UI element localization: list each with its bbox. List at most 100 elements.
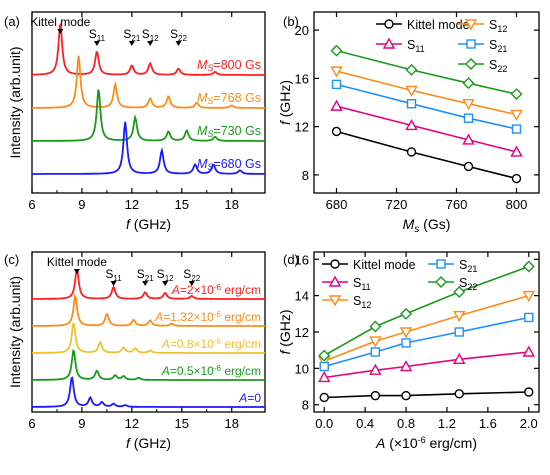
spectrum-trace: [32, 89, 265, 142]
data-point: [511, 173, 522, 184]
data-point: [330, 44, 343, 57]
x-tick-label: 18: [224, 416, 238, 431]
data-point: [370, 347, 381, 357]
data-point: [405, 118, 418, 131]
data-point: [522, 290, 535, 303]
y-tick-label: 8: [302, 398, 309, 413]
peak-label: S22: [183, 267, 200, 283]
peak-marker: [147, 41, 154, 46]
peak-label: S11: [89, 27, 106, 43]
data-point: [522, 345, 535, 357]
series-label: MS=800 Gs: [197, 58, 261, 73]
data-point: [406, 99, 417, 109]
legend-label: S11: [407, 38, 425, 54]
spectrum-trace: [32, 322, 265, 354]
data-point: [319, 361, 329, 372]
data-point: [330, 99, 343, 111]
data-point: [464, 19, 478, 31]
peak-label: S11: [105, 267, 122, 283]
data-point: [454, 389, 464, 399]
peak-marker: [57, 29, 64, 34]
peak-label: S12: [157, 267, 174, 283]
spectrum-trace: [32, 293, 265, 327]
x-tick-label: 15: [175, 416, 189, 431]
data-point: [462, 77, 475, 90]
spectrum-trace: [32, 349, 265, 381]
data-point: [463, 161, 474, 172]
data-point: [524, 387, 534, 397]
series-line: [336, 49, 517, 95]
data-point: [462, 99, 475, 111]
series-label: A=0.5×10-6 erg/cm: [161, 364, 261, 378]
x-tick-label: 9: [78, 416, 85, 431]
x-tick-label: 0.0: [315, 416, 333, 431]
peak-marker: [175, 41, 182, 46]
legend-label: S22: [459, 276, 477, 292]
data-point: [369, 363, 382, 375]
series-line: [336, 105, 517, 153]
data-point: [466, 39, 476, 49]
data-point: [510, 109, 523, 122]
x-tick-label: 12: [125, 416, 139, 431]
panel-label: (c): [4, 252, 19, 267]
x-tick-label: 6: [28, 197, 35, 212]
y-axis-label: f (GHz): [277, 309, 293, 354]
series-label: MS=680 Gs: [197, 157, 261, 172]
panel-label: (d): [283, 252, 299, 267]
peak-marker: [162, 281, 169, 286]
series-label: MS=768 Gs: [197, 91, 261, 106]
data-point: [510, 88, 523, 101]
data-point: [465, 58, 477, 70]
data-point: [435, 276, 447, 288]
legend-label: S12: [353, 294, 371, 310]
y-tick-label: 12: [295, 325, 309, 340]
x-tick-label: 0.4: [356, 416, 374, 431]
series-label: A=2×10-6 erg/cm: [171, 283, 261, 297]
data-point: [331, 126, 342, 137]
x-tick-label: 15: [175, 197, 189, 212]
data-point: [511, 124, 522, 134]
series-label: A=0: [238, 391, 261, 405]
data-point: [522, 260, 535, 273]
peak-label: S21: [123, 27, 140, 43]
data-point: [453, 352, 466, 364]
data-point: [399, 360, 413, 372]
data-point: [318, 349, 331, 362]
x-axis-label: A (×10-6 erg/cm): [375, 435, 477, 451]
peak-marker: [93, 41, 100, 46]
series-line: [336, 130, 517, 180]
y-tick-label: 10: [295, 361, 309, 376]
x-tick-label: 0.8: [397, 416, 415, 431]
data-point: [400, 307, 413, 320]
y-tick-label: 20: [295, 23, 309, 38]
data-point: [384, 19, 394, 29]
panel-label: (b): [283, 14, 299, 29]
x-tick-label: 680: [326, 197, 348, 212]
spectrum-trace: [32, 268, 265, 300]
legend-label: S11: [353, 276, 371, 292]
x-tick-label: 9: [78, 197, 85, 212]
data-point: [328, 295, 342, 307]
peak-label: S21: [137, 267, 154, 283]
plot-frame: [31, 11, 266, 194]
x-tick-label: 18: [224, 197, 238, 212]
peak-marker: [142, 281, 149, 286]
y-axis-label: Intensity (arb.unit): [7, 276, 23, 388]
data-point: [318, 371, 331, 383]
x-tick-label: 2.0: [520, 416, 538, 431]
spectrum-trace: [32, 121, 265, 175]
y-axis-label: Intensity (arb.unit): [7, 46, 23, 158]
legend-label: S22: [489, 58, 507, 74]
data-point: [328, 275, 342, 287]
x-tick-label: 800: [506, 197, 528, 212]
x-tick-label: 720: [386, 197, 408, 212]
x-tick-label: 760: [446, 197, 468, 212]
peak-marker: [188, 281, 195, 286]
data-point: [399, 327, 413, 339]
data-point: [524, 312, 534, 323]
data-point: [319, 392, 329, 403]
y-tick-label: 8: [302, 168, 309, 183]
data-point: [331, 79, 342, 90]
spectrum-trace: [32, 376, 265, 408]
